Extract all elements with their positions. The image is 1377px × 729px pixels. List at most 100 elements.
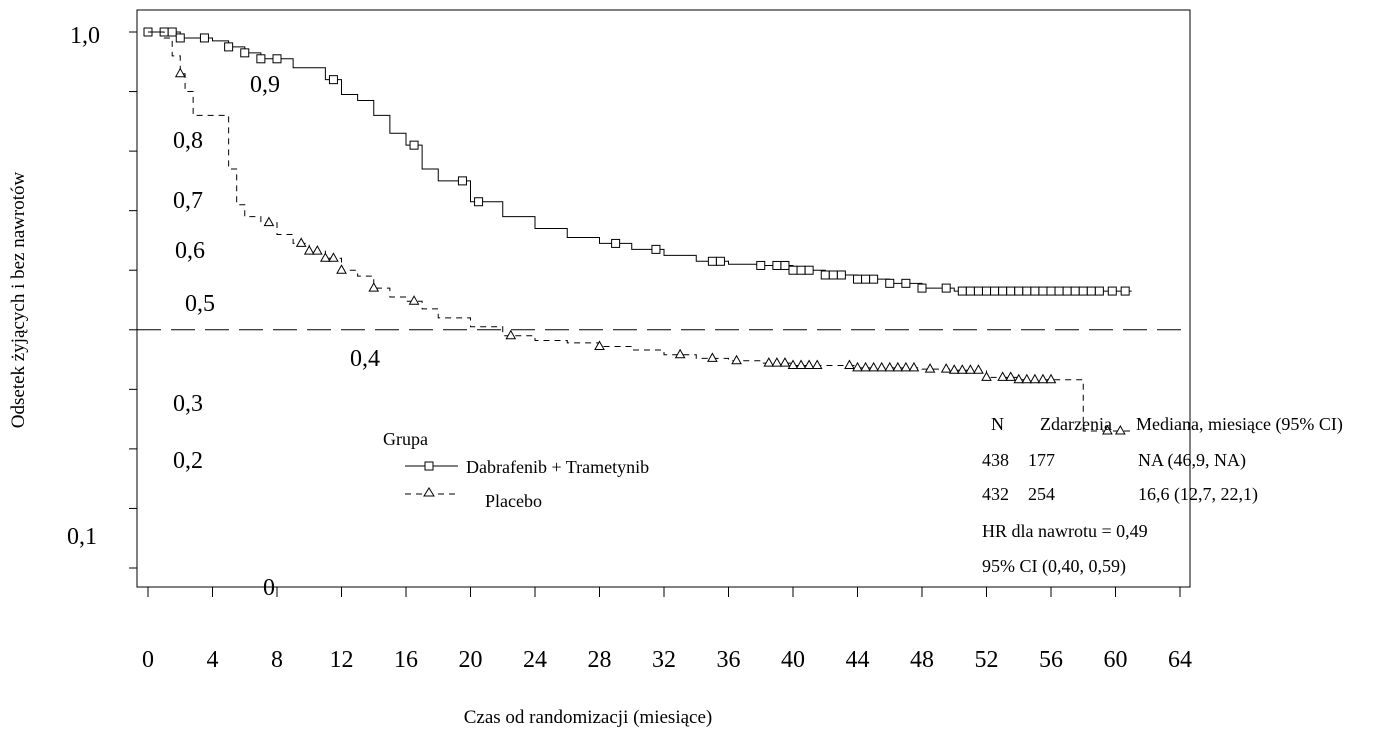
x-tick-label: 56 [1039,647,1063,673]
censor-mark-triangle [868,361,879,372]
x-tick-label: 40 [781,647,805,673]
y-tick-label: 0,3 [173,391,203,417]
censor-mark-square [804,265,814,275]
censor-mark-square [1006,286,1016,296]
legend-entry-placebo: Placebo [405,487,542,511]
censor-mark-triangle [594,340,605,350]
censor-mark-triangle [1114,425,1126,435]
censor-mark-square [199,33,209,43]
censor-mark-triangle [1102,425,1113,435]
x-tick-label: 32 [652,647,676,673]
km-curve-dabrafenib [148,31,1132,292]
legend-triangle-marker [423,487,435,497]
censor-mark-triangle [1037,373,1049,384]
censor-mark-triangle [303,245,315,255]
x-tick-label: 36 [717,647,741,673]
censor-mark-square [256,54,266,64]
stats-hr: HR dla nawrotu = 0,49 [982,521,1148,541]
series-placebo [148,31,1132,435]
censor-mark-triangle [787,359,799,370]
censor-mark-triangle [295,237,307,247]
censor-mark-square [990,286,1000,296]
censor-mark-square [651,244,661,254]
censor-mark-triangle [1013,373,1025,384]
censor-mark-square [1086,286,1096,296]
stats-row1-n: 438 [982,450,1009,470]
censor-mark-square [1078,286,1088,296]
censor-mark-square [788,265,798,275]
legend: Grupa Dabrafenib + Trametynib Placebo [383,429,649,511]
y-axis-title: Odsetek żyjących i bez nawrotów [8,172,29,429]
stats-header-n: N [991,414,1004,434]
series-dabrafenib [143,27,1132,296]
y-tick-labels: 1,0 0,9 0,8 0,7 0,6 0,5 0,4 0,3 0,2 0,1 0 [67,23,380,601]
y-tick-label: 0,1 [67,524,97,550]
censor-mark-triangle [263,216,275,227]
x-tick-label: 28 [588,647,612,673]
censor-mark-square [1120,286,1130,296]
censor-mark-triangle [771,357,783,367]
censor-mark-triangle [940,363,952,373]
censor-mark-triangle [844,359,855,370]
censor-mark-triangle [1029,373,1041,384]
legend-entry-dabrafenib: Dabrafenib + Trametynib [405,457,649,477]
x-tick-label: 24 [523,647,547,673]
censor-mark-triangle [981,371,992,381]
censor-mark-triangle [803,359,815,370]
censor-mark-square [1070,286,1080,296]
censor-mark-square [965,286,975,296]
y-tick-label: 0,2 [173,448,203,474]
stats-header-events: Zdarzenia [1040,414,1112,434]
y-tick-label: 0,4 [350,346,380,372]
legend-label-placebo: Placebo [485,491,542,511]
y-tick-label: 0 [263,575,275,601]
censor-mark-triangle [852,361,863,372]
censor-mark-square [409,140,419,150]
censor-mark-triangle [924,363,936,373]
censor-mark-triangle [908,361,920,372]
censor-mark-triangle [408,295,420,305]
censor-mark-triangle [795,359,807,370]
x-tick-label: 4 [207,647,219,673]
stats-ci: 95% CI (0,40, 0,59) [982,556,1126,577]
censor-mark-square [715,256,725,266]
censor-mark-square [941,283,951,293]
censor-mark-triangle [336,264,347,274]
censor-mark-triangle [763,357,775,367]
censor-mark-triangle [368,282,380,292]
censor-mark-triangle [900,361,912,372]
y-tick-label: 0,8 [173,128,203,154]
censor-mark-square [780,260,790,270]
censor-mark-triangle [311,245,323,255]
km-curve-placebo [148,31,1132,432]
x-tick-label: 0 [142,647,154,673]
censor-mark-square [828,270,838,280]
x-tick-label: 20 [459,647,483,673]
censor-mark-square [796,265,806,275]
censor-mark-triangle [731,354,742,365]
censor-mark-square [1030,286,1040,296]
censor-mark-square [885,278,895,288]
stats-row1-median: NA (46,9, NA) [1138,450,1246,471]
censor-mark-triangle [779,357,791,367]
x-axis-title: Czas od randomizacji (miesiące) [464,707,712,728]
censor-mark-square [272,54,282,64]
censor-mark-square [957,286,967,296]
stats-table: N Zdarzenia Mediana, miesiące (95% CI) 4… [982,414,1343,577]
x-tick-label: 44 [846,647,870,673]
censor-mark-square [1094,286,1104,296]
censor-mark-triangle [860,361,871,372]
censor-mark-square [1014,286,1024,296]
censor-mark-square [861,274,871,284]
legend-square-marker [424,461,434,471]
censor-mark-triangle [1005,371,1017,381]
censor-mark-triangle [965,364,976,374]
censor-mark-square [240,48,250,58]
y-tick-label: 1,0 [70,23,100,49]
censor-mark-square [901,278,911,288]
censor-mark-triangle [505,329,517,340]
censor-mark-square [973,286,983,296]
legend-label-dabrafenib: Dabrafenib + Trametynib [466,457,649,477]
censor-mark-square [1054,286,1064,296]
stats-row2-events: 254 [1028,484,1055,504]
